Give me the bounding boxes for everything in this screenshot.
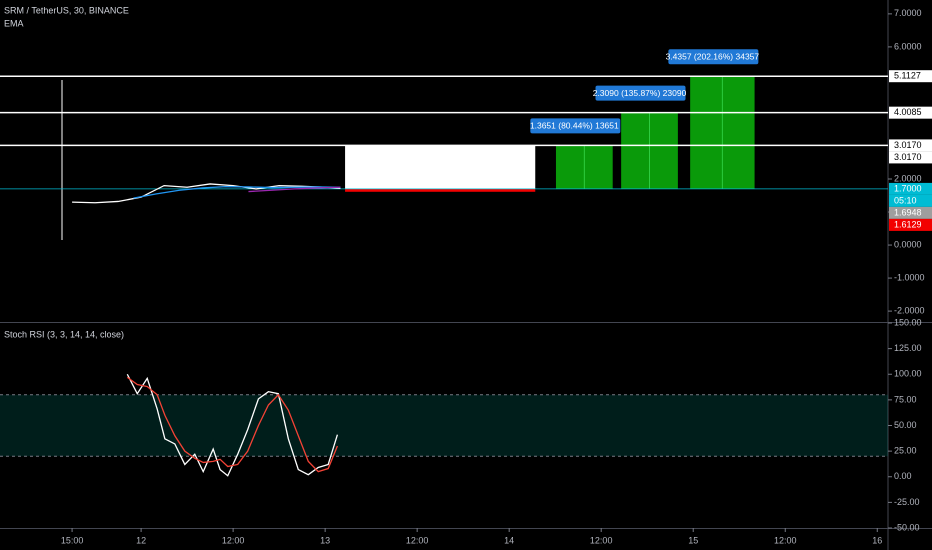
position-stop xyxy=(345,188,536,192)
y-tick-label: -1.0000 xyxy=(894,272,925,282)
price-label-box xyxy=(889,218,932,231)
x-tick-label: 12:00 xyxy=(590,535,613,545)
price-label-box xyxy=(889,182,932,195)
y-tick-label: 75.00 xyxy=(894,394,917,404)
target-label-box xyxy=(668,49,759,65)
indicator-title: EMA xyxy=(4,18,24,28)
y-tick-label: 7.0000 xyxy=(894,8,922,18)
price-label: 1.6129 xyxy=(894,219,922,229)
x-tick-label: 13 xyxy=(320,535,330,545)
y-tick-label: 0.00 xyxy=(894,471,912,481)
y-tick-label: 50.00 xyxy=(894,420,917,430)
x-tick-label: 12 xyxy=(136,535,146,545)
target-label: 1.3651 (80.44%) 13651 xyxy=(530,121,619,131)
series-line xyxy=(126,376,339,473)
x-tick-label: 12:00 xyxy=(222,535,245,545)
price-label-box xyxy=(889,70,932,83)
price-label-box xyxy=(889,151,932,164)
series-line xyxy=(126,373,339,477)
y-tick-label: 0.0000 xyxy=(894,239,922,249)
y-tick-label: -50.00 xyxy=(894,522,920,532)
target-label-box xyxy=(530,118,621,134)
series-line xyxy=(248,186,341,193)
y-tick-label: 100.00 xyxy=(894,369,922,379)
price-label-box xyxy=(889,206,932,219)
series-line xyxy=(72,183,341,204)
price-label-box xyxy=(889,139,932,152)
y-tick-label: 6.0000 xyxy=(894,41,922,51)
x-tick-label: 15:00 xyxy=(61,535,84,545)
price-label: 1.6948 xyxy=(894,207,922,217)
position-target xyxy=(345,145,536,189)
price-label-box xyxy=(889,106,932,119)
y-tick-label: -2.0000 xyxy=(894,305,925,315)
price-label: 05:10 xyxy=(894,195,917,205)
y-tick-label: -25.00 xyxy=(894,497,920,507)
x-tick-label: 14 xyxy=(504,535,514,545)
stoch-title: Stoch RSI (3, 3, 14, 14, close) xyxy=(4,329,124,339)
price-label-box xyxy=(889,194,932,207)
price-label: 1.7000 xyxy=(894,183,922,193)
x-tick-label: 12:00 xyxy=(774,535,797,545)
price-label: 3.0170 xyxy=(894,152,922,162)
x-tick-label: 16 xyxy=(872,535,882,545)
stoch-band xyxy=(0,394,888,457)
y-tick-label: 125.00 xyxy=(894,343,922,353)
price-label: 3.0170 xyxy=(894,140,922,150)
symbol-title: SRM / TetherUS, 30, BINANCE xyxy=(4,5,129,15)
y-tick-label: 25.00 xyxy=(894,446,917,456)
x-tick-label: 15 xyxy=(688,535,698,545)
target-label-box xyxy=(595,85,686,101)
y-tick-label: 150.00 xyxy=(894,317,922,327)
price-label: 4.0085 xyxy=(894,107,922,117)
target-label: 2.3090 (135.87%) 23090 xyxy=(593,88,687,98)
y-tick-label: 2.0000 xyxy=(894,173,922,183)
series-line xyxy=(133,185,341,199)
price-label: 5.1127 xyxy=(894,71,921,81)
target-label: 3.4357 (202.16%) 34357 xyxy=(666,51,760,61)
x-tick-label: 12:00 xyxy=(406,535,429,545)
